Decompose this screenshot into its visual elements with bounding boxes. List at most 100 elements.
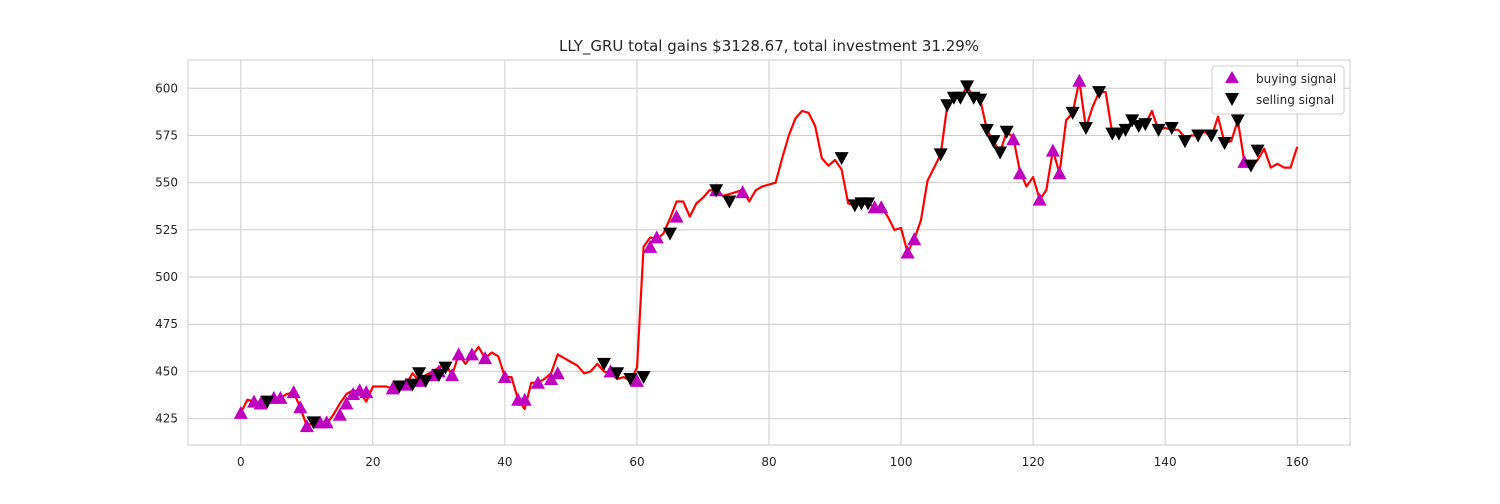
sell-signal-marker [1243,159,1258,173]
buy-signal-marker [669,209,684,223]
y-tick-label: 550 [155,176,178,190]
sell-signal-marker [999,125,1014,139]
sell-signal-marker [861,197,876,211]
buy-signal-marker [629,373,644,387]
sell-signal-marker [722,195,737,209]
y-tick-label: 450 [155,364,178,378]
sell-signal-marker [1217,137,1232,151]
sell-signal-marker [940,99,955,113]
buy-signal-marker [1012,166,1027,180]
buy-signal-marker [464,347,479,361]
sell-signal-marker [973,93,988,107]
buy-signal-marker [550,366,565,380]
buy-signal-marker [643,239,658,253]
sell-signal-marker [392,380,407,394]
sell-signal-marker [636,371,651,385]
x-tick-label: 160 [1286,455,1309,469]
y-tick-label: 525 [155,223,178,237]
buy-signal-marker [385,381,400,395]
x-tick-label: 20 [365,455,380,469]
sell-signal-marker [431,369,446,383]
buy-signal-marker [286,385,301,399]
legend-sell-marker [1225,93,1239,106]
buy-signal-marker [319,415,334,429]
y-tick-label: 600 [155,81,178,95]
buy-signal-marker [544,371,559,385]
buy-signal-marker [1006,132,1021,146]
sell-signal-marker [610,367,625,381]
buy-signal-marker [273,390,288,404]
sell-signal-marker [979,123,994,137]
sell-signal-marker [418,374,433,388]
buy-signal-marker [359,385,374,399]
buy-signal-marker [332,407,347,421]
buy-signal-marker [517,392,532,406]
buy-signal-marker [1072,73,1087,87]
buy-signal-marker [1032,192,1047,206]
buy-signal-marker [735,185,750,199]
buy-signal-marker [874,200,889,214]
series-layer [233,73,1299,433]
sell-signal-marker [596,357,611,371]
x-tick-label: 80 [761,455,776,469]
sell-signal-marker [993,146,1008,160]
sell-signal-marker [1065,106,1080,120]
buy-signal-marker [346,387,361,401]
x-tick-label: 0 [237,455,245,469]
sell-signal-marker [1138,118,1153,132]
sell-signal-marker [260,395,275,409]
chart-title: LLY_GRU total gains $3128.67, total inve… [559,37,979,56]
sell-signal-marker [960,80,975,94]
sell-signal-marker [1204,129,1219,143]
legend-box [1211,65,1345,115]
legend-sell-label: selling signal [1256,93,1334,107]
y-tick-label: 500 [155,270,178,284]
buy-signal-marker [900,245,915,259]
sell-signal-marker [306,416,321,430]
x-tick-label: 120 [1022,455,1045,469]
sell-signal-marker [834,152,849,166]
x-tick-label: 100 [890,455,913,469]
sell-signal-marker [986,135,1001,149]
sell-signal-marker [953,91,968,105]
y-tick-label: 425 [155,412,178,426]
sell-signal-marker [1092,86,1107,100]
sell-signal-marker [709,184,724,198]
buy-signal-marker [1045,143,1060,157]
sell-signal-marker [438,361,453,375]
buy-signal-marker [530,375,545,389]
sell-signal-marker [1078,121,1093,135]
sell-signal-marker [1164,121,1179,135]
sell-signal-marker [1191,129,1206,143]
buy-signal-marker [253,396,268,410]
grid-lines [188,60,1350,445]
buy-signal-marker [445,368,460,382]
sell-signal-marker [405,378,420,392]
legend: buying signal selling signal [1211,65,1345,115]
legend-buy-label: buying signal [1256,72,1336,86]
x-tick-label: 140 [1154,455,1177,469]
sell-signal-marker [412,367,427,381]
sell-signal-marker [1230,114,1245,128]
sell-signal-marker [1151,123,1166,137]
buy-signal-marker [907,232,922,246]
plot-frame [187,59,1351,446]
sell-signal-marker [933,148,948,162]
buy-signal-marker [299,419,314,433]
sell-signal-marker [1125,114,1140,128]
sell-signal-marker [623,372,638,386]
buy-signal-marker [339,396,354,410]
y-tick-label: 575 [155,128,178,142]
buy-signal-marker [649,230,664,244]
buy-signal-marker [497,370,512,384]
axis-ticks: 0 20 40 60 80 100 120 140 160 425 450 475 500 525 550 5… [155,81,1309,469]
buy-signal-marker [451,347,466,361]
x-tick-label: 40 [497,455,512,469]
buy-signal-marker [1052,166,1067,180]
sell-signal-marker [1250,144,1265,158]
buy-signal-marker [478,351,493,365]
buy-signal-marker [233,405,248,419]
buy-signal-marker [293,400,308,414]
